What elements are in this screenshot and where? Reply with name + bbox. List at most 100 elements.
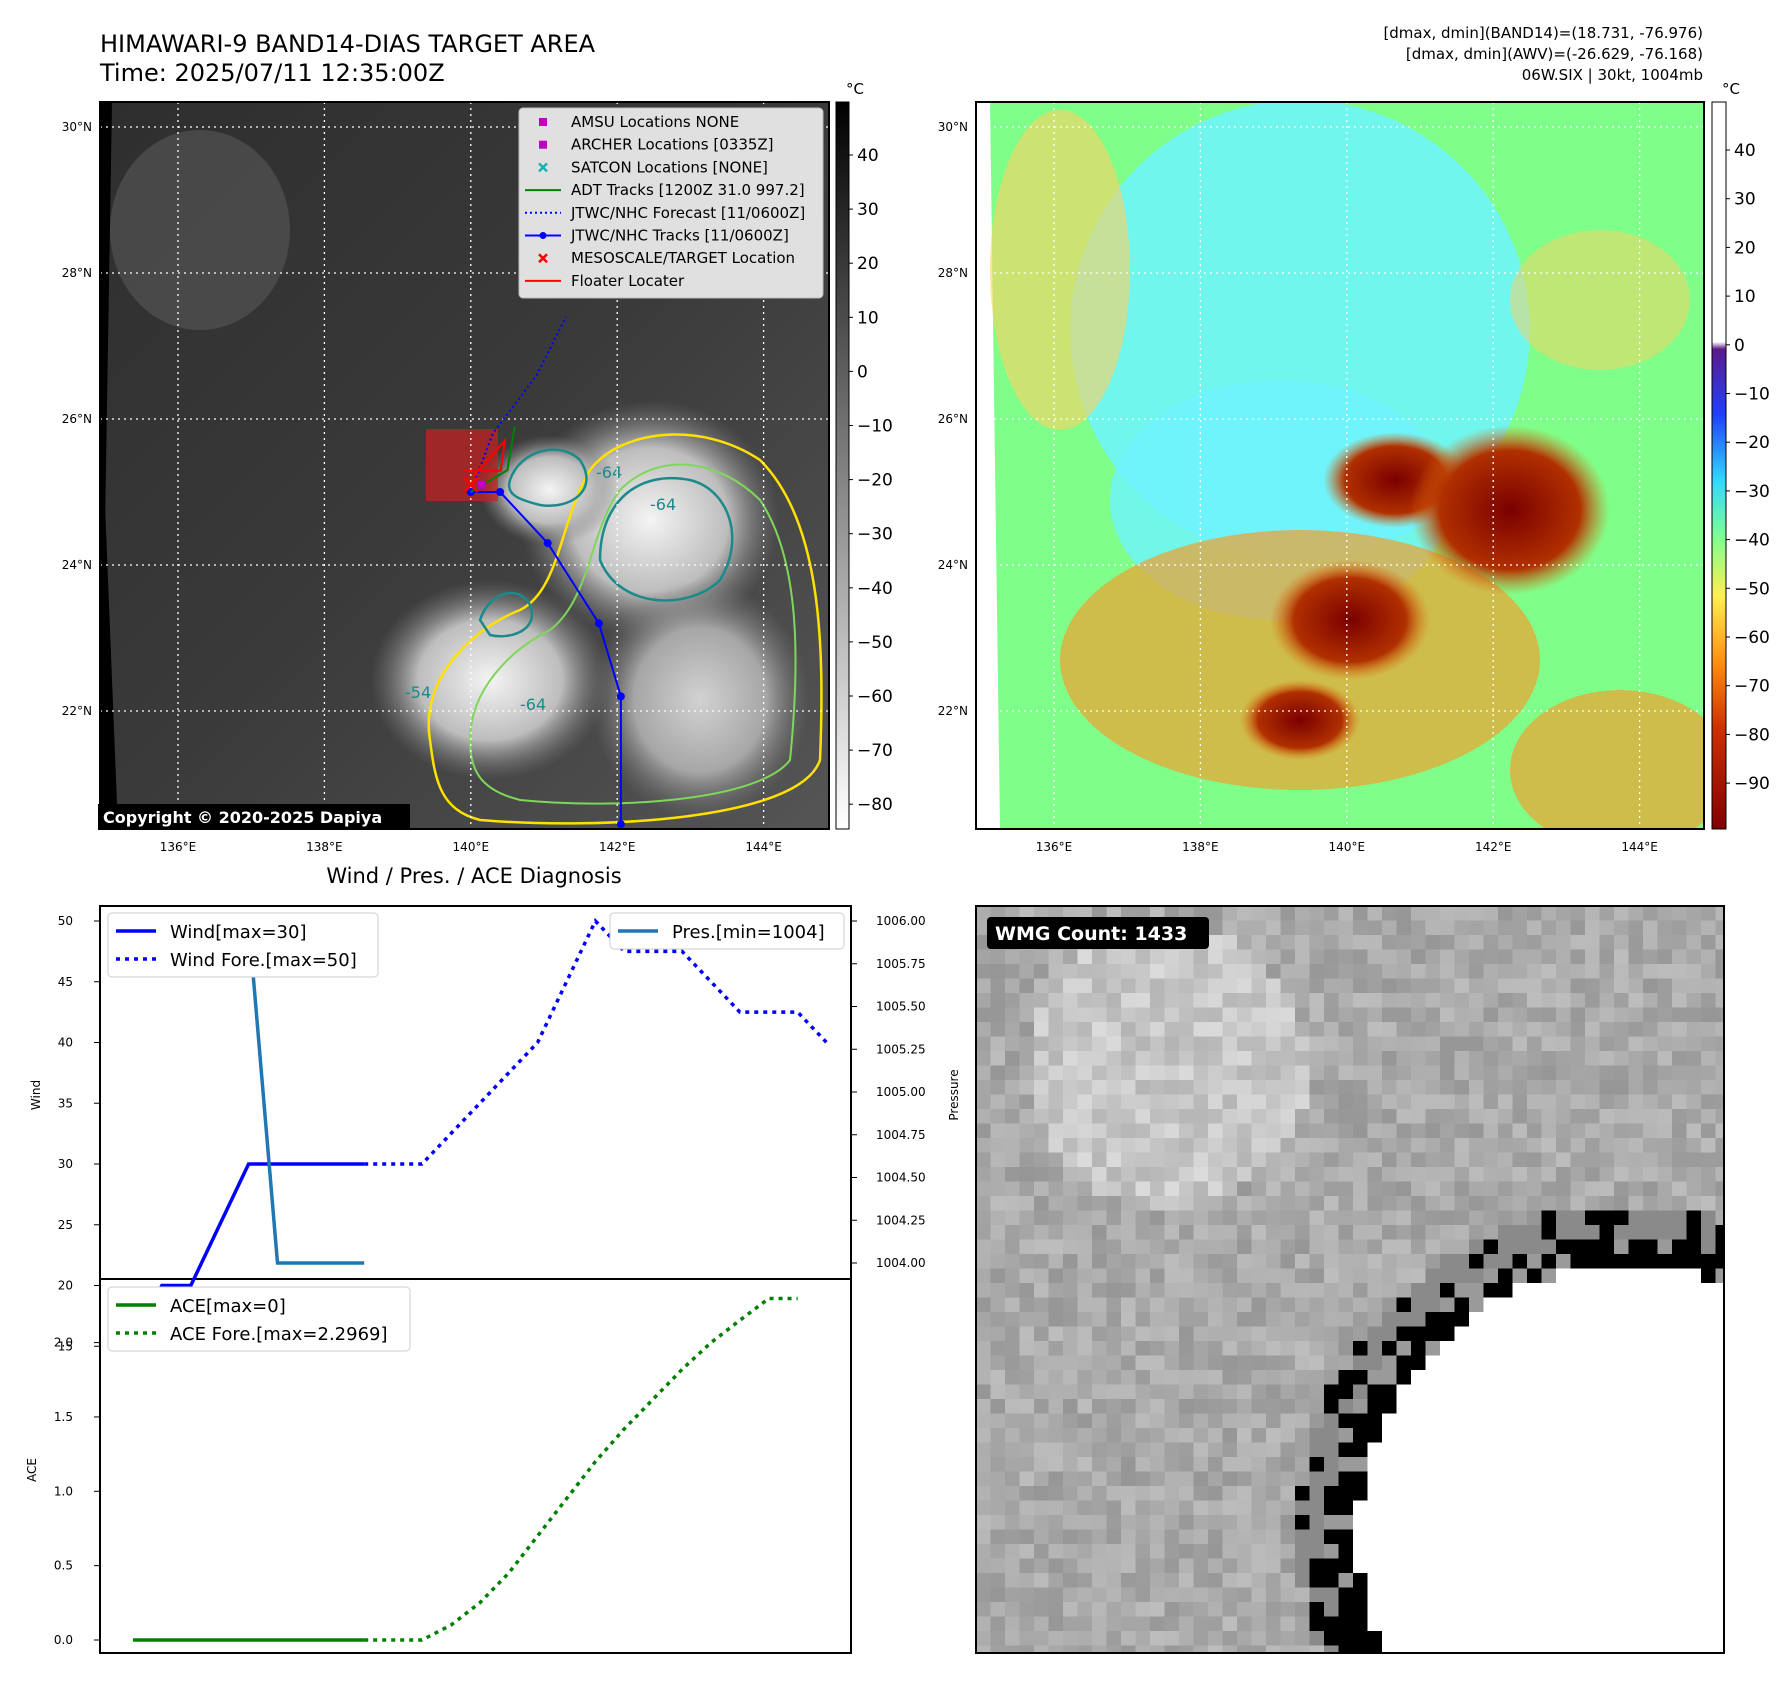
- wmg-pixel: [1092, 1631, 1108, 1647]
- wmg-pixel: [1135, 1225, 1151, 1241]
- wmg-pixel: [1585, 935, 1601, 951]
- wmg-pixel: [1121, 1312, 1137, 1328]
- wmg-pixel: [1164, 1355, 1180, 1371]
- wmg-pixel: [1077, 1384, 1093, 1400]
- wmg-pixel: [1179, 1544, 1195, 1560]
- wmg-pixel: [1454, 1065, 1470, 1081]
- wmg-pixel: [1628, 1631, 1644, 1647]
- wmg-pixel: [1628, 1486, 1644, 1502]
- wmg-pixel: [1324, 1645, 1340, 1653]
- wmg-pixel: [1657, 978, 1673, 994]
- wmg-pixel: [1280, 1181, 1296, 1197]
- wmg-pixel: [1512, 1080, 1528, 1096]
- ace-ylabel: ACE: [25, 1458, 39, 1482]
- figure-time: Time: 2025/07/11 12:35:00Z: [99, 59, 445, 87]
- wmg-pixel: [1657, 1370, 1673, 1386]
- wmg-pixel: [1425, 1602, 1441, 1618]
- wmg-pixel: [1570, 949, 1586, 965]
- wmg-pixel: [1440, 1152, 1456, 1168]
- wmg-pixel: [1599, 1268, 1615, 1284]
- wmg-pixel: [1338, 1051, 1354, 1067]
- wmg-pixel: [1614, 1341, 1630, 1357]
- wmg-pixel: [1019, 1225, 1035, 1241]
- wmg-pixel: [1396, 964, 1412, 980]
- wmg-pixel: [1556, 1283, 1572, 1299]
- wmg-pixel: [1469, 1645, 1485, 1653]
- wmg-pixel: [1454, 1602, 1470, 1618]
- wmg-pixel: [1164, 978, 1180, 994]
- wmg-pixel: [1483, 1399, 1499, 1415]
- wmg-pixel: [1585, 1428, 1601, 1444]
- wmg-pixel: [1672, 1297, 1688, 1313]
- wmg-pixel: [1266, 1225, 1282, 1241]
- wmg-pixel: [1280, 1341, 1296, 1357]
- wmg-pixel: [1135, 1471, 1151, 1487]
- wmg-pixel: [1106, 1225, 1122, 1241]
- wmg-pixel: [1048, 1167, 1064, 1183]
- wmg-pixel: [1454, 1326, 1470, 1342]
- wmg-pixel: [1338, 949, 1354, 965]
- wmg-pixel: [1541, 1152, 1557, 1168]
- wmg-pixel: [1628, 1283, 1644, 1299]
- wmg-pixel: [1121, 1254, 1137, 1270]
- wmg-pixel: [1512, 1138, 1528, 1154]
- wmg-pixel: [1657, 1529, 1673, 1545]
- wmg-pixel: [990, 1239, 1006, 1255]
- wmg-pixel: [1396, 1239, 1412, 1255]
- wmg-pixel: [1106, 1167, 1122, 1183]
- wmg-pixel: [1512, 1283, 1528, 1299]
- wmg-pixel: [976, 1065, 992, 1081]
- wmg-pixel: [1193, 1312, 1209, 1328]
- wmg-pixel: [1367, 978, 1383, 994]
- wmg-pixel: [1498, 1210, 1514, 1226]
- wmg-pixel: [1353, 906, 1369, 922]
- wmg-pixel: [1498, 1442, 1514, 1458]
- wmg-pixel: [1454, 1196, 1470, 1212]
- wmg-pixel: [1512, 1123, 1528, 1139]
- wmg-pixel: [1425, 920, 1441, 936]
- wmg-pixel: [1295, 1239, 1311, 1255]
- wmg-pixel: [1541, 1138, 1557, 1154]
- wmg-pixel: [1193, 1036, 1209, 1052]
- wmg-pixel: [1150, 1007, 1166, 1023]
- wmg-pixel: [1164, 1283, 1180, 1299]
- wmg-pixel: [1715, 1587, 1724, 1603]
- wmg-pixel: [1237, 906, 1253, 922]
- wmg-pixel: [1193, 1428, 1209, 1444]
- wmg-pixel: [1657, 1007, 1673, 1023]
- wmg-pixel: [1295, 1283, 1311, 1299]
- wmg-pixel: [1396, 1138, 1412, 1154]
- wmg-pixel: [1324, 1471, 1340, 1487]
- lon-label: 138°E: [1182, 840, 1219, 854]
- wmg-pixel: [1019, 1022, 1035, 1038]
- wmg-pixel: [976, 978, 992, 994]
- wmg-pixel: [990, 1442, 1006, 1458]
- wmg-pixel: [1179, 1602, 1195, 1618]
- wmg-pixel: [1193, 1239, 1209, 1255]
- wmg-pixel: [1382, 1413, 1398, 1429]
- wmg-pixel: [1498, 920, 1514, 936]
- wmg-pixel: [1599, 1399, 1615, 1415]
- wmg-pixel: [1701, 1022, 1717, 1038]
- wmg-pixel: [1512, 1515, 1528, 1531]
- wmg-pixel: [1338, 1094, 1354, 1110]
- wmg-pixel: [1599, 1239, 1615, 1255]
- wmg-pixel: [976, 1167, 992, 1183]
- wmg-pixel: [1077, 978, 1093, 994]
- wmg-pixel: [1411, 1109, 1427, 1125]
- wmg-pixel: [1440, 1196, 1456, 1212]
- wmg-pixel: [1237, 1109, 1253, 1125]
- wmg-pixel: [1556, 1587, 1572, 1603]
- wmg-pixel: [1440, 1384, 1456, 1400]
- wmg-pixel: [1701, 1152, 1717, 1168]
- wmg-pixel: [1512, 1297, 1528, 1313]
- wmg-pixel: [1628, 1457, 1644, 1473]
- wmg-pixel: [1237, 1283, 1253, 1299]
- wmg-pixel: [1440, 1254, 1456, 1270]
- wmg-pixel: [1454, 1080, 1470, 1096]
- wmg-pixel: [1135, 1297, 1151, 1313]
- wmg-pixel: [1193, 1500, 1209, 1516]
- wmg-pixel: [1599, 1094, 1615, 1110]
- wmg-pixel: [1150, 1210, 1166, 1226]
- wmg-pixel: [1019, 1094, 1035, 1110]
